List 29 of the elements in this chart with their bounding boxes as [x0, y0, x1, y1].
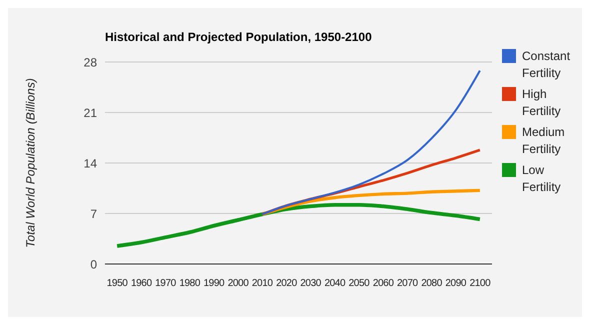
x-tick-label: 1990 [204, 278, 225, 289]
legend-label: Constant Fertility [522, 48, 572, 82]
x-tick-label: 2100 [470, 278, 492, 289]
x-tick-label: 2010 [252, 278, 274, 289]
y-tick-label: 21 [84, 106, 98, 120]
y-tick-label: 28 [84, 55, 98, 70]
x-tick-label: 2030 [300, 278, 322, 289]
chart-title: Historical and Projected Population, 1950-2100 [105, 30, 372, 44]
y-tick-label: 0 [90, 257, 98, 272]
x-tick-label: 2000 [228, 278, 250, 289]
x-tick-label: 2070 [397, 278, 418, 289]
x-tick-label: 2080 [421, 278, 443, 289]
x-tick-label: 1980 [179, 278, 201, 289]
x-tick-label: 2060 [372, 278, 394, 289]
y-tick-label: 14 [84, 156, 98, 170]
legend-label: Low Fertility [522, 162, 562, 196]
x-tick-label: 1950 [106, 278, 128, 289]
line-series [261, 70, 481, 216]
line-series [115, 202, 482, 248]
x-tick-label: 1970 [155, 278, 177, 289]
x-tick-label: 2050 [348, 278, 370, 289]
x-tick-label: 2090 [445, 278, 467, 289]
y-axis-title: Total World Population (Billions) [23, 78, 38, 248]
x-tick-label: 2040 [324, 278, 346, 289]
legend-label: Medium Fertility [522, 124, 566, 158]
x-tick-label: 2020 [276, 278, 298, 289]
y-tick-label: 7 [90, 206, 98, 221]
x-tick-label: 1960 [130, 278, 152, 289]
legend-label: High Fertility [522, 86, 562, 120]
